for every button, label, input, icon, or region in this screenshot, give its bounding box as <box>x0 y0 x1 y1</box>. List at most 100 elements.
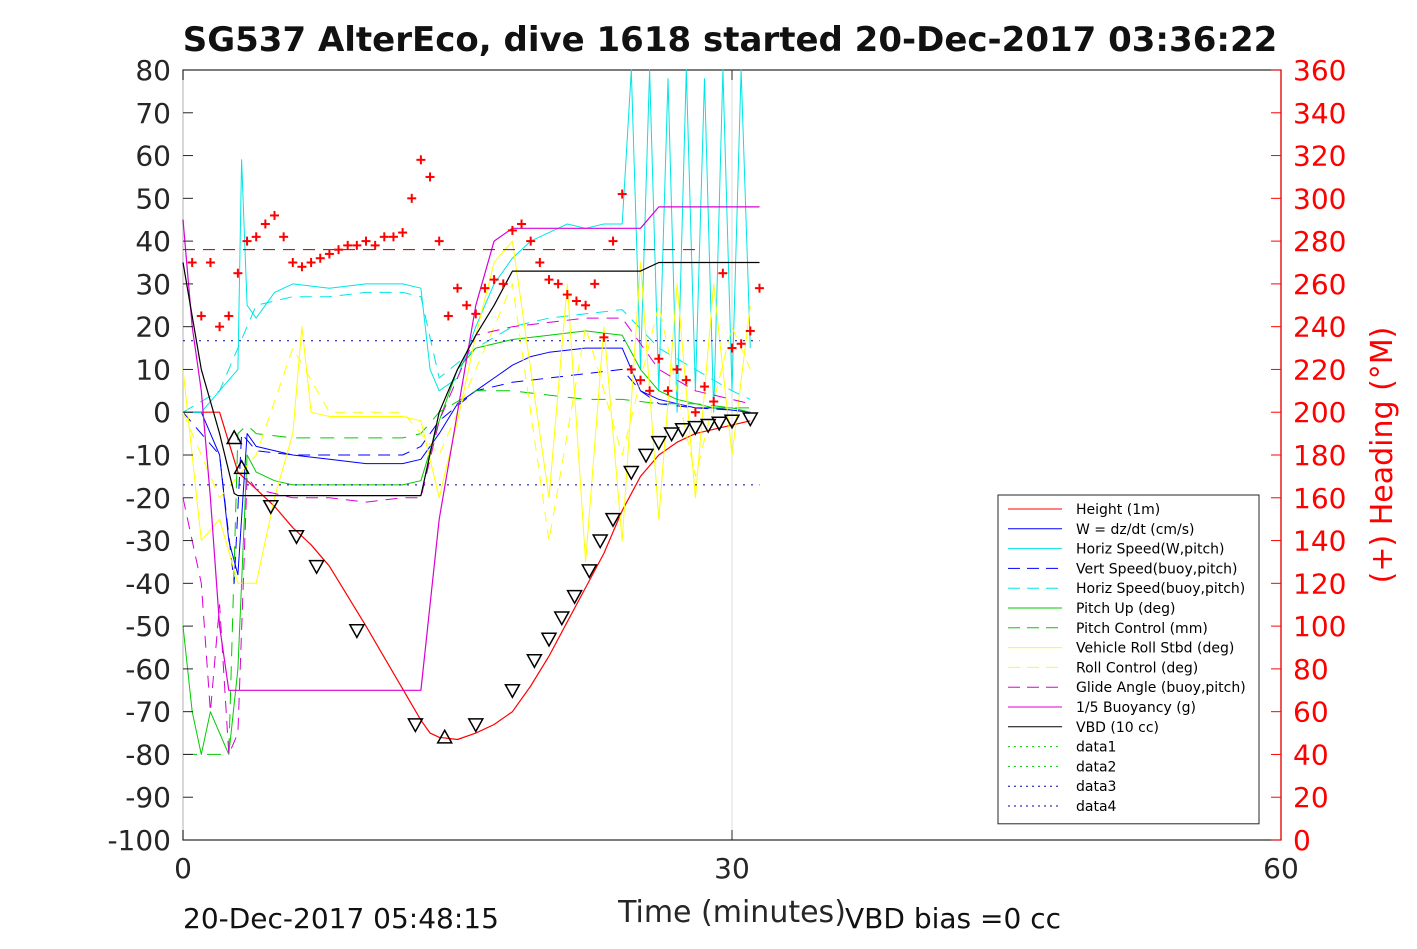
y-tick-label: -50 <box>125 610 171 643</box>
legend-entry: Vert Speed(buoy,pitch) <box>1008 561 1238 577</box>
heading-point <box>544 275 554 285</box>
legend-entry: Height (1m) <box>1008 502 1160 518</box>
heading-point <box>608 236 618 246</box>
footer-vbd-bias: VBD bias =0 cc <box>845 902 1061 935</box>
y2-tick-label: 140 <box>1293 525 1346 558</box>
heading-point <box>535 258 545 267</box>
depth-marker <box>674 422 691 438</box>
heading-point <box>480 283 490 293</box>
series-line-1-5-buoyancy-g <box>182 206 760 691</box>
depth-marker <box>540 632 558 648</box>
legend-entry: Vehicle Roll Stbd (deg) <box>1008 641 1234 657</box>
heading-point <box>590 279 600 289</box>
y-tick-label: 60 <box>135 140 171 173</box>
legend-label: Horiz Speed(buoy,pitch) <box>1076 581 1245 597</box>
legend-entry: Horiz Speed(buoy,pitch) <box>1008 581 1245 597</box>
y2-tick-label: 160 <box>1293 482 1346 515</box>
heading-point <box>361 236 371 246</box>
y-tick-label: -90 <box>125 781 171 814</box>
heading-point <box>553 279 563 289</box>
y-tick-label: -20 <box>125 482 171 515</box>
y2-tick-label: 240 <box>1293 311 1346 344</box>
y2-tick-label: 260 <box>1293 268 1346 301</box>
heading-point <box>224 311 234 321</box>
heading-point <box>315 253 325 263</box>
depth-marker <box>742 412 759 428</box>
x-tick-label: 30 <box>714 852 750 885</box>
heading-point <box>251 232 261 242</box>
y-tick-label: 30 <box>135 268 171 301</box>
heading-point <box>562 290 572 300</box>
heading-point <box>663 386 673 396</box>
heading-point <box>681 375 691 385</box>
legend-label: W = dz/dt (cm/s) <box>1076 522 1195 538</box>
heading-point <box>242 236 252 246</box>
y-tick-label: -60 <box>125 653 171 686</box>
heading-point <box>334 245 344 255</box>
heading-point <box>352 240 362 250</box>
y-tick-label: -30 <box>125 525 171 558</box>
heading-point <box>471 309 481 319</box>
depth-marker <box>348 624 366 639</box>
y2-tick-label: 100 <box>1293 610 1346 643</box>
heading-point <box>645 386 655 396</box>
y-tick-label: -100 <box>107 824 171 857</box>
series-line-roll-control-deg <box>182 283 751 542</box>
heading-point <box>526 236 536 246</box>
heading-point <box>462 300 472 310</box>
y2-tick-label: 320 <box>1293 140 1346 173</box>
depth-marker <box>407 718 424 734</box>
heading-point <box>297 262 307 272</box>
heading-point <box>626 364 636 374</box>
series-line-vert-speed-buoy-pitch <box>182 368 751 584</box>
depth-marker <box>526 653 543 669</box>
heading-point <box>443 311 453 321</box>
heading-point <box>370 240 380 250</box>
heading-point <box>727 343 737 353</box>
depth-marker <box>225 429 243 445</box>
y2-tick-label: 120 <box>1293 567 1346 600</box>
legend: Height (1m) W = dz/dt (cm/s) Horiz Speed(W… <box>997 494 1260 825</box>
legend-label: Pitch Up (deg) <box>1076 601 1175 617</box>
heading-point <box>270 210 279 220</box>
legend-label: Glide Angle (buoy,pitch) <box>1076 680 1246 696</box>
heading-point <box>260 219 270 229</box>
y-tick-label: -80 <box>125 738 171 771</box>
depth-marker <box>699 418 717 434</box>
series-line-height-1m <box>183 411 751 741</box>
heading-point <box>233 268 243 278</box>
heading-point <box>489 275 499 285</box>
legend-label: Vehicle Roll Stbd (deg) <box>1076 641 1234 657</box>
heading-point <box>398 228 408 238</box>
y2-tick-label: 300 <box>1293 182 1346 215</box>
heading-point <box>690 407 700 417</box>
legend-entry: Glide Angle (buoy,pitch) <box>1008 680 1246 696</box>
y2-tick-label: 280 <box>1293 225 1346 258</box>
heading-point <box>453 283 462 293</box>
heading-point <box>407 193 417 203</box>
legend-entry: data4 <box>1008 799 1117 815</box>
legend-label: 1/5 Buoyancy (g) <box>1076 700 1196 716</box>
y-tick-label: 70 <box>135 97 171 130</box>
heading-point <box>416 155 426 165</box>
y-tick-label: 40 <box>135 225 171 258</box>
y2-tick-label: 360 <box>1293 54 1346 87</box>
heading-point <box>343 240 353 250</box>
depth-marker <box>566 589 583 605</box>
axes-layer: 0 30 6080706050403020100-10-20-30-40-50-60… <box>107 54 1346 885</box>
heading-point <box>324 249 334 259</box>
legend-label: data3 <box>1076 779 1116 795</box>
heading-point <box>718 268 728 278</box>
heading-point <box>517 219 527 229</box>
legend-entry: W = dz/dt (cm/s) <box>1008 522 1195 538</box>
heading-point <box>709 397 719 407</box>
depth-marker <box>581 564 598 580</box>
heading-point <box>672 364 682 374</box>
heading-point <box>599 332 609 342</box>
heading-point <box>754 283 764 293</box>
y2-tick-label: 60 <box>1293 696 1329 729</box>
heading-point <box>507 225 517 235</box>
legend-entry: VBD (10 cc) <box>1008 720 1159 736</box>
